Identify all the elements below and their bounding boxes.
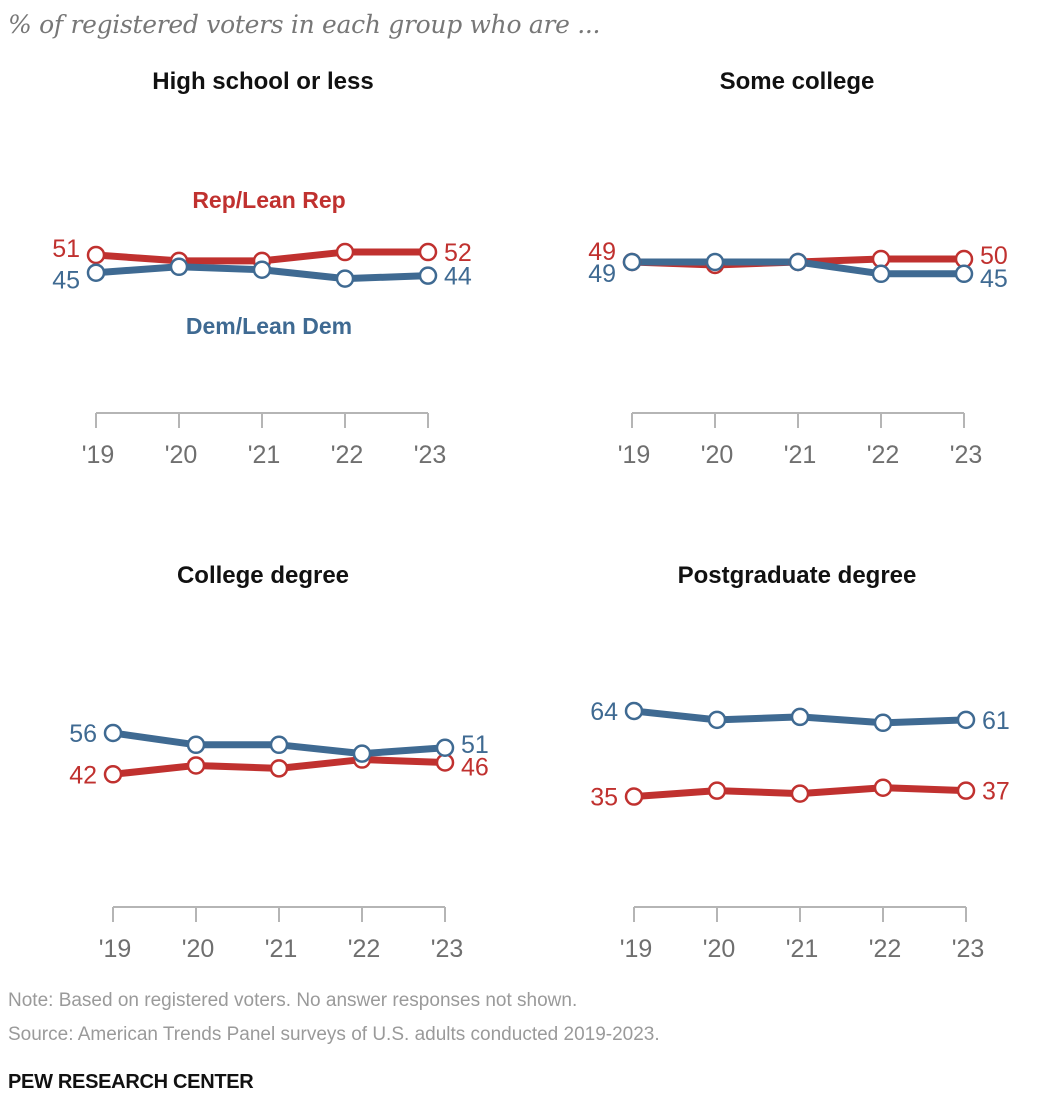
x-tick-label: '19 [82, 441, 115, 469]
data-point-dem [871, 264, 891, 284]
data-point-rep [186, 756, 206, 775]
data-point-rep [624, 787, 644, 806]
x-tick-label: '22 [331, 441, 364, 469]
data-label-start-dem: 56 [69, 720, 97, 748]
data-point-rep [103, 765, 123, 784]
data-label-start-rep: 42 [69, 761, 97, 789]
data-point-dem [954, 264, 974, 284]
panel-title: Some college [720, 68, 875, 95]
data-point-dem [435, 738, 455, 757]
data-point-dem [335, 269, 355, 288]
x-tick-label: '19 [618, 441, 651, 469]
x-tick-label: '23 [950, 441, 983, 469]
x-tick-label: '19 [99, 935, 132, 963]
data-label-end-dem: 44 [444, 263, 472, 291]
x-tick-label: '20 [703, 935, 736, 963]
data-label-start-rep: 49 [588, 238, 616, 266]
data-point-dem [707, 710, 727, 730]
chart-subtitle: % of registered voters in each group who… [8, 10, 601, 39]
data-label-end-rep: 46 [461, 754, 489, 782]
data-point-dem [622, 252, 642, 272]
data-point-dem [186, 735, 206, 755]
data-point-rep [86, 245, 106, 265]
x-tick-label: '23 [414, 441, 447, 469]
chart-note: Note: Based on registered voters. No ans… [8, 990, 578, 1011]
panel-college-degree: College degree '19 '20 '21 '22 '23 42 46 56 51 [69, 562, 489, 963]
data-point-rep [335, 242, 355, 262]
data-point-dem [103, 723, 123, 743]
data-point-dem [956, 710, 976, 730]
legend-dem: Dem/Lean Dem [186, 313, 352, 339]
data-point-dem [352, 744, 372, 763]
data-point-rep [790, 784, 810, 803]
x-tick-label: '20 [165, 441, 198, 469]
x-tick-label: '21 [248, 441, 281, 469]
data-point-rep [418, 242, 438, 262]
chart-source: Source: American Trends Panel surveys of… [8, 1024, 660, 1045]
data-label-start-dem: 45 [52, 267, 80, 295]
data-label-end-dem: 61 [982, 707, 1010, 735]
x-tick-label: '21 [786, 935, 819, 963]
panel-title: High school or less [152, 68, 373, 95]
data-label-start-dem: 49 [588, 260, 616, 288]
x-tick-label: '19 [620, 935, 653, 963]
x-tick-label: '21 [265, 935, 298, 963]
data-point-dem [788, 252, 808, 272]
panel-some-college: Some college '19 '20 '21 '22 '23 49 50 49 45 [588, 68, 1008, 469]
panel-title: College degree [177, 562, 349, 589]
panel-high-school-or-less: High school or less '19 '20 '21 '22 '23 51 52 45… [52, 68, 472, 469]
panel-postgraduate-degree: Postgraduate degree '19 '20 '21 '22 '23 35 37 64… [590, 562, 1010, 963]
data-point-dem [624, 701, 644, 721]
data-label-end-rep: 52 [444, 239, 472, 267]
data-label-end-dem: 51 [461, 731, 489, 759]
data-point-dem [873, 713, 893, 733]
x-tick-label: '22 [867, 441, 900, 469]
x-tick-label: '22 [869, 935, 902, 963]
data-label-start-dem: 64 [590, 698, 618, 726]
data-label-end-rep: 37 [982, 778, 1010, 806]
data-label-start-rep: 51 [52, 235, 80, 263]
legend-rep: Rep/Lean Rep [192, 187, 345, 213]
data-point-dem [169, 257, 189, 277]
data-point-dem [705, 252, 725, 272]
x-tick-label: '20 [182, 935, 215, 963]
data-point-rep [956, 781, 976, 800]
data-point-rep [707, 781, 727, 800]
data-point-rep [873, 778, 893, 797]
data-point-dem [790, 707, 810, 727]
data-point-dem [418, 266, 438, 285]
data-point-dem [86, 263, 106, 282]
x-tick-label: '20 [701, 441, 734, 469]
data-point-rep [269, 759, 289, 778]
data-point-dem [269, 735, 289, 755]
data-label-end-dem: 45 [980, 265, 1008, 293]
panel-title: Postgraduate degree [678, 562, 917, 589]
x-tick-label: '23 [431, 935, 464, 963]
x-tick-label: '22 [348, 935, 381, 963]
x-tick-label: '21 [784, 441, 817, 469]
data-label-start-rep: 35 [590, 784, 618, 812]
x-tick-label: '23 [952, 935, 985, 963]
small-multiples-chart: High school or less '19 '20 '21 '22 '23 51 52 45… [52, 68, 1010, 963]
pew-research-center-logo: PEW RESEARCH CENTER [8, 1071, 254, 1093]
data-point-dem [252, 260, 272, 279]
data-label-end-rep: 50 [980, 242, 1008, 270]
